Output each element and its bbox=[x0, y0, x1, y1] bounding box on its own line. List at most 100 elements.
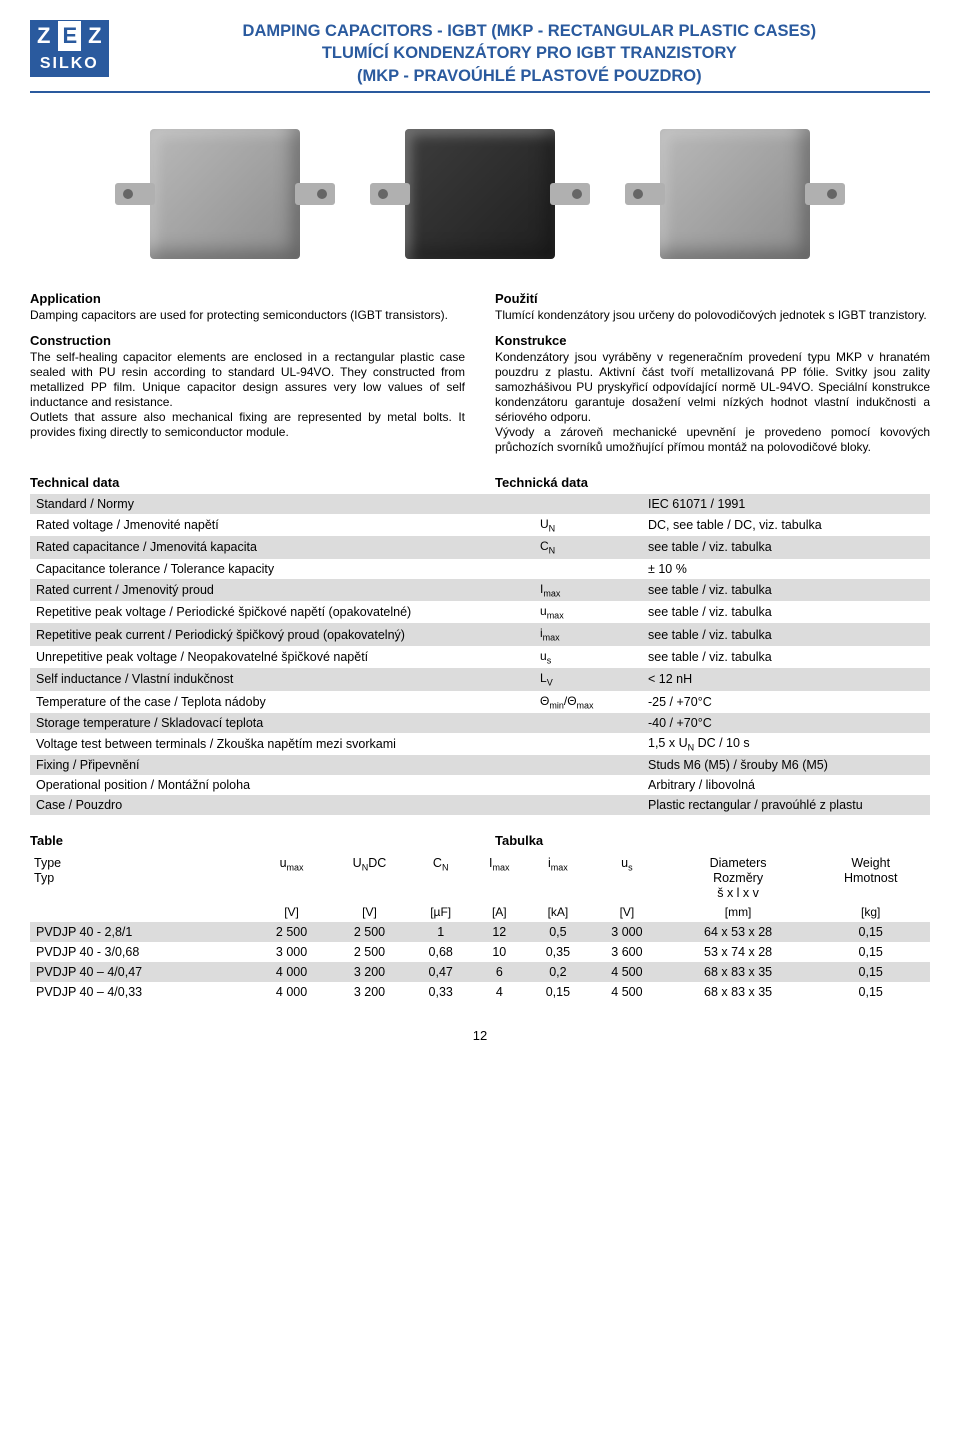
spec-symbol: LV bbox=[534, 668, 642, 690]
spec-value: see table / viz. tabulka bbox=[642, 536, 930, 558]
logo-letter-2: E bbox=[57, 21, 82, 51]
spec-row: Rated capacitance / Jmenovitá kapacitaCN… bbox=[30, 536, 930, 558]
spec-symbol: umax bbox=[534, 601, 642, 623]
column-english: Application Damping capacitors are used … bbox=[30, 291, 465, 465]
spec-label: Standard / Normy bbox=[30, 494, 534, 514]
spec-row: Standard / NormyIEC 61071 / 1991 bbox=[30, 494, 930, 514]
spec-symbol bbox=[534, 795, 642, 815]
cell-undc: 2 500 bbox=[329, 922, 409, 942]
spec-row: Case / Pouzdro Plastic rectangular / prav… bbox=[30, 795, 930, 815]
data-row: PVDJP 40 - 2,8/12 5002 5001120,53 00064 … bbox=[30, 922, 930, 942]
cell-cn: 0,47 bbox=[410, 962, 472, 982]
cell-type: PVDJP 40 – 4/0,47 bbox=[30, 962, 254, 982]
text-application-cz: Tlumící kondenzátory jsou určeny do polo… bbox=[495, 308, 930, 323]
page-number: 12 bbox=[30, 1028, 930, 1043]
technical-data-en: Technical data bbox=[30, 475, 465, 490]
cell-weight: 0,15 bbox=[811, 942, 930, 962]
spec-label: Fixing / Připevnění bbox=[30, 755, 534, 775]
company-logo: Z E Z SILKO bbox=[30, 20, 109, 77]
title-line-2: TLUMÍCÍ KONDENZÁTORY PRO IGBT TRANZISTOR… bbox=[129, 42, 930, 64]
spec-value: DC, see table / DC, viz. tabulka bbox=[642, 514, 930, 536]
spec-row: Repetitive peak current / Periodický špi… bbox=[30, 623, 930, 645]
unit-v1: [V] bbox=[254, 903, 330, 921]
th-us: us bbox=[589, 854, 665, 903]
cell-type: PVDJP 40 – 4/0,33 bbox=[30, 982, 254, 1002]
spec-value: < 12 nH bbox=[642, 668, 930, 690]
spec-value: Plastic rectangular / pravoúhlé z plastu bbox=[642, 795, 930, 815]
cell-umax: 3 000 bbox=[254, 942, 330, 962]
spec-row: Self inductance / Vlastní indukčnostLV< … bbox=[30, 668, 930, 690]
unit-v3: [V] bbox=[589, 903, 665, 921]
unit-mm: [mm] bbox=[665, 903, 812, 921]
spec-value: see table / viz. tabulka bbox=[642, 623, 930, 645]
heading-construction-cz: Konstrukce bbox=[495, 333, 930, 348]
spec-value: -25 / +70°C bbox=[642, 691, 930, 713]
data-row: PVDJP 40 - 3/0,683 0002 5000,68100,353 6… bbox=[30, 942, 930, 962]
product-image-3 bbox=[625, 119, 845, 269]
spec-label: Temperature of the case / Teplota nádoby bbox=[30, 691, 534, 713]
cell-undc: 2 500 bbox=[329, 942, 409, 962]
logo-letter-1: Z bbox=[31, 21, 57, 51]
spec-label: Voltage test between terminals / Zkouška… bbox=[30, 733, 534, 756]
spec-value: -40 / +70°C bbox=[642, 713, 930, 733]
heading-application-cz: Použití bbox=[495, 291, 930, 306]
spec-value: Studs M6 (M5) / šrouby M6 (M5) bbox=[642, 755, 930, 775]
spec-symbol: UN bbox=[534, 514, 642, 536]
spec-symbol: imax bbox=[534, 623, 642, 645]
page-header: Z E Z SILKO DAMPING CAPACITORS - IGBT (M… bbox=[30, 20, 930, 93]
spec-row: Rated voltage / Jmenovité napětíUNDC, se… bbox=[30, 514, 930, 536]
cell-dim: 53 x 74 x 28 bbox=[665, 942, 812, 962]
spec-value: Arbitrary / libovolná bbox=[642, 775, 930, 795]
product-image-1 bbox=[115, 119, 335, 269]
spec-row: Voltage test between terminals / Zkouška… bbox=[30, 733, 930, 756]
text-construction-cz: Kondenzátory jsou vyráběny v regenerační… bbox=[495, 350, 930, 455]
cell-imax: 0,35 bbox=[527, 942, 589, 962]
data-row: PVDJP 40 – 4/0,474 0003 2000,4760,24 500… bbox=[30, 962, 930, 982]
spec-label: Case / Pouzdro bbox=[30, 795, 534, 815]
cell-type: PVDJP 40 - 2,8/1 bbox=[30, 922, 254, 942]
spec-symbol bbox=[534, 559, 642, 579]
product-image-row bbox=[30, 101, 930, 291]
cell-Imax: 12 bbox=[472, 922, 527, 942]
cell-weight: 0,15 bbox=[811, 962, 930, 982]
data-table-heading: Table Tabulka bbox=[30, 833, 930, 848]
heading-construction-en: Construction bbox=[30, 333, 465, 348]
title-line-1: DAMPING CAPACITORS - IGBT (MKP - RECTANG… bbox=[129, 20, 930, 42]
spec-label: Rated current / Jmenovitý proud bbox=[30, 579, 534, 601]
unit-v2: [V] bbox=[329, 903, 409, 921]
spec-value: see table / viz. tabulka bbox=[642, 579, 930, 601]
product-image-2 bbox=[370, 119, 590, 269]
spec-row: Capacitance tolerance / Tolerance kapaci… bbox=[30, 559, 930, 579]
spec-label: Repetitive peak voltage / Periodické špi… bbox=[30, 601, 534, 623]
spec-row: Rated current / Jmenovitý proudImaxsee t… bbox=[30, 579, 930, 601]
th-imax: imax bbox=[527, 854, 589, 903]
cell-us: 3 000 bbox=[589, 922, 665, 942]
cell-weight: 0,15 bbox=[811, 982, 930, 1002]
logo-brand: SILKO bbox=[30, 52, 109, 77]
spec-symbol bbox=[534, 494, 642, 514]
data-row: PVDJP 40 – 4/0,334 0003 2000,3340,154 50… bbox=[30, 982, 930, 1002]
spec-row: Fixing / Připevnění Studs M6 (M5) / šroub… bbox=[30, 755, 930, 775]
spec-symbol bbox=[534, 755, 642, 775]
cell-umax: 4 000 bbox=[254, 982, 330, 1002]
cell-imax: 0,5 bbox=[527, 922, 589, 942]
th-weight: WeightHmotnost bbox=[811, 854, 930, 903]
spec-label: Repetitive peak current / Periodický špi… bbox=[30, 623, 534, 645]
unit-a: [A] bbox=[472, 903, 527, 921]
cell-Imax: 10 bbox=[472, 942, 527, 962]
spec-label: Self inductance / Vlastní indukčnost bbox=[30, 668, 534, 690]
spec-value: 1,5 x UN DC / 10 s bbox=[642, 733, 930, 756]
data-table: TypeTyp umax UNDC CN Imax imax us Diamet… bbox=[30, 854, 930, 1001]
spec-symbol bbox=[534, 733, 642, 756]
heading-application-en: Application bbox=[30, 291, 465, 306]
spec-value: see table / viz. tabulka bbox=[642, 646, 930, 668]
cell-us: 3 600 bbox=[589, 942, 665, 962]
spec-row: Storage temperature / Skladovací teplota… bbox=[30, 713, 930, 733]
cell-dim: 64 x 53 x 28 bbox=[665, 922, 812, 942]
unit-uf: [µF] bbox=[410, 903, 472, 921]
spec-symbol bbox=[534, 713, 642, 733]
unit-blank bbox=[30, 903, 254, 921]
spec-symbol: CN bbox=[534, 536, 642, 558]
spec-symbol: Θmin/Θmax bbox=[534, 691, 642, 713]
technical-data-heading: Technical data Technická data bbox=[30, 475, 930, 490]
